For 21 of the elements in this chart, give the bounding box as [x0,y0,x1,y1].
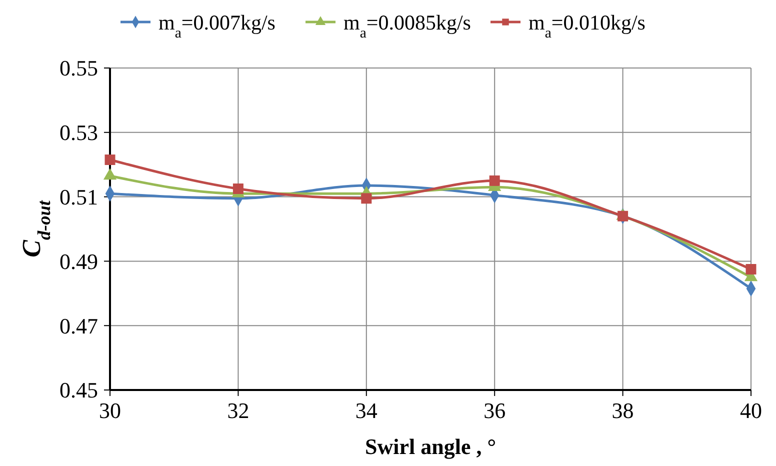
point [104,154,116,166]
point [361,193,372,204]
y-tick-label: 0.49 [60,248,98,274]
x-tick-label: 34 [355,398,378,423]
x-tick-label: 38 [612,398,634,423]
legend-label: m$_{a}$=0.007kg/s [158,10,276,42]
y-tick-label: 0.45 [60,378,98,403]
x-tick-label: 40 [740,398,762,423]
x-axis-title: Swirl angle , ° [364,434,496,459]
x-tick-label: 36 [484,398,506,423]
point [489,175,500,186]
point [746,264,756,274]
y-tick-label: 0.53 [60,120,98,146]
point [232,184,244,194]
legend-label: m$_{a}$=0.0085kg/s [344,10,471,42]
y-tick-label: 0.55 [60,56,98,81]
y-tick-label: 0.47 [60,313,98,338]
x-tick-label: 30 [99,398,121,423]
x-tick-label: 32 [227,398,250,423]
y-tick-label: 0.51 [60,184,98,210]
legend-label: m$_{a}$=0.010kg/s [528,10,646,42]
